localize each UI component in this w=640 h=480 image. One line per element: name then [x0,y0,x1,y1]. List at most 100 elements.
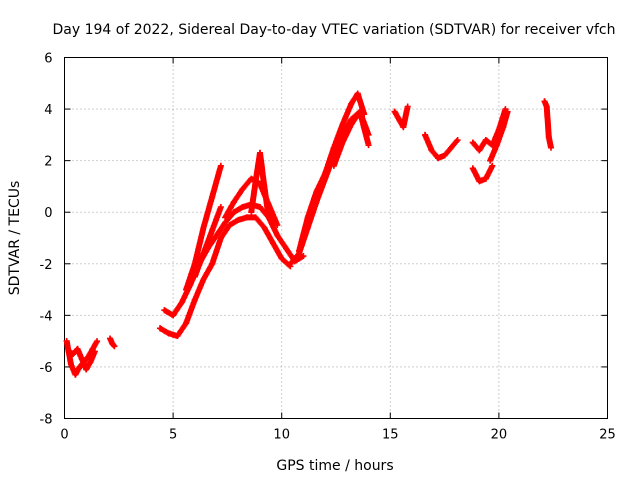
series-arc-19h-c [487,108,511,164]
data-point [348,121,355,128]
data-point [500,124,507,131]
data-point [482,137,489,144]
x-tick-label: 20 [491,428,508,443]
x-axis-label: GPS time / hours [276,458,393,474]
data-point [191,273,198,280]
x-tick-label: 0 [60,428,68,443]
data-point [322,170,329,177]
data-point [543,103,550,110]
series-arc-main-4 [191,204,224,280]
data-point [222,214,229,221]
data-point [339,121,346,128]
series-arc-main-6 [248,149,272,221]
data-point [200,224,207,231]
data-point [400,124,407,131]
data-point [476,147,483,154]
data-point [300,253,307,260]
y-tick-label: -6 [40,361,53,376]
data-point [476,178,483,185]
data-point [330,162,337,169]
data-point [63,338,70,345]
data-point [200,250,207,257]
data-point [256,204,263,211]
series-arc-rise-3 [330,108,372,169]
data-point [74,345,81,352]
data-point [161,307,168,314]
data-point [91,348,98,355]
data-point [239,204,246,211]
series-arc-22h [541,98,555,151]
data-point [111,343,118,350]
x-tick-label: 5 [169,428,177,443]
data-point [178,299,185,306]
data-point [487,157,494,164]
data-point [70,351,77,358]
axis-ticks: 0 5 10 15 20 25 -8 -6 -4 -2 0 2 4 6 [40,52,616,443]
data-point [230,198,237,205]
data-point [348,100,355,107]
data-point [226,222,233,229]
data-point [222,219,229,226]
data-point [252,178,259,185]
data-point [482,175,489,182]
data-point [548,144,555,151]
data-point [83,366,90,373]
series-arc-rise-2 [296,90,368,254]
data-point [504,108,511,115]
series-arc-15h [391,103,411,131]
data-point [68,361,75,368]
data-point [270,240,277,247]
data-point [94,338,101,345]
data-point [287,260,294,267]
data-point [330,144,337,151]
data-point [217,204,224,211]
data-point [274,232,281,239]
y-tick-label: 2 [44,155,52,170]
grid [64,57,608,419]
y-tick-label: 6 [44,52,52,67]
data-point [235,216,242,223]
data-point [191,296,198,303]
x-tick-label: 15 [382,428,399,443]
y-tick-label: 4 [44,103,52,118]
data-point [545,134,552,141]
data-point [365,142,372,149]
data-point [469,165,476,172]
data-point [441,152,448,159]
chart-title: Day 194 of 2022, Sidereal Day-to-day VTE… [52,22,615,38]
data-point [243,214,250,221]
series-arc-early-b [65,345,98,373]
data-point [217,162,224,169]
data-point [356,108,363,115]
data-point [183,320,190,327]
data-point [209,260,216,267]
series-arc-main-1 [157,214,294,339]
series-arc-19h-b [469,162,496,185]
plot-frame [64,57,608,419]
data-point [213,232,220,239]
data-point [165,330,172,337]
data-point [404,103,411,110]
data-point [448,144,455,151]
data-point [391,108,398,115]
data-point [489,162,496,169]
y-tick-label: 0 [44,206,52,221]
y-axis-label: SDTVAR / TECUs [7,181,23,296]
data-point [157,325,164,332]
series-arc-main-3 [183,162,224,293]
data-point [252,214,259,221]
y-tick-label: -4 [40,309,53,324]
data-point [265,214,272,221]
data-point [354,90,361,97]
data-point [395,116,402,123]
data-point [107,335,114,342]
data-point [454,137,461,144]
data-point [541,98,548,105]
data-point [209,227,216,234]
data-point [72,371,79,378]
data-point [261,224,268,231]
y-tick-label: -8 [40,413,53,428]
data-point [183,286,190,293]
data-point [87,358,94,365]
